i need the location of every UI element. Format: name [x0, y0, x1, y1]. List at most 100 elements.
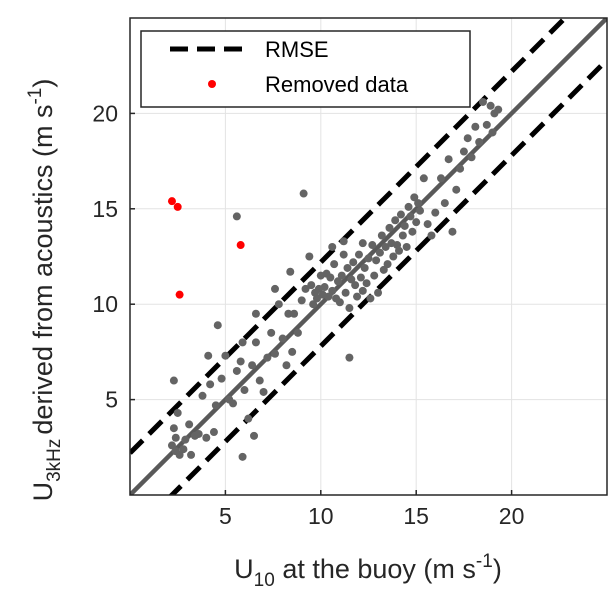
data-point	[271, 349, 280, 358]
data-point	[431, 208, 440, 217]
data-point	[171, 433, 180, 442]
data-point	[251, 338, 260, 347]
data-point	[179, 445, 188, 454]
data-point	[358, 239, 367, 248]
data-point	[356, 273, 365, 282]
data-point	[486, 101, 495, 110]
data-point	[209, 428, 218, 437]
data-point	[293, 328, 302, 337]
data-point	[482, 120, 491, 129]
data-point	[370, 271, 379, 280]
data-point	[335, 298, 344, 307]
data-point	[232, 366, 241, 375]
data-point	[284, 309, 293, 318]
data-point	[213, 321, 222, 330]
x-tick-label: 15	[403, 503, 429, 529]
data-point	[187, 450, 196, 459]
data-point	[181, 435, 190, 444]
data-point	[354, 250, 363, 259]
data-point	[341, 288, 350, 297]
data-point	[339, 237, 348, 246]
data-point	[238, 338, 247, 347]
data-point	[345, 304, 354, 313]
data-point	[456, 164, 465, 173]
data-point	[238, 452, 247, 461]
data-point	[190, 431, 199, 440]
data-point	[351, 281, 360, 290]
data-point	[395, 246, 404, 255]
x-tick-label: 20	[499, 503, 525, 529]
data-point	[494, 105, 503, 114]
removed-data-point	[167, 197, 176, 206]
data-point	[360, 263, 369, 272]
y-tick-label: 15	[92, 196, 118, 222]
data-point	[398, 231, 407, 240]
data-point	[169, 376, 178, 385]
data-point	[286, 267, 295, 276]
data-point	[353, 292, 362, 301]
data-point	[236, 357, 245, 366]
data-point	[255, 376, 264, 385]
data-point	[368, 241, 377, 250]
data-point	[251, 309, 260, 318]
data-point	[404, 202, 413, 211]
data-point	[410, 193, 419, 202]
data-point	[167, 441, 176, 450]
data-point	[169, 424, 178, 433]
y-tick-label: 20	[92, 100, 118, 126]
data-point	[326, 273, 335, 282]
data-point	[467, 153, 476, 162]
data-point	[271, 284, 280, 293]
data-point	[414, 199, 423, 208]
data-point	[198, 391, 207, 400]
data-point	[423, 220, 432, 229]
plot-frame	[129, 17, 608, 496]
data-point	[333, 277, 342, 286]
data-point	[358, 286, 367, 295]
data-point	[366, 294, 375, 303]
data-point	[217, 374, 226, 383]
legend-label-rmse: RMSE	[265, 37, 329, 62]
legend: RMSE Removed data	[140, 30, 471, 108]
data-point	[244, 414, 253, 423]
data-point	[240, 386, 249, 395]
data-point	[288, 347, 297, 356]
data-point	[396, 210, 405, 219]
data-point	[406, 212, 415, 221]
x-tick-label: 5	[219, 503, 232, 529]
data-point	[452, 185, 461, 194]
data-point	[488, 128, 497, 137]
data-point	[175, 450, 184, 459]
rmse-line	[130, 18, 569, 455]
data-point	[377, 231, 386, 240]
data-point	[372, 256, 381, 265]
y-tick-label: 5	[105, 387, 118, 413]
data-point	[305, 252, 314, 261]
data-point	[343, 263, 352, 272]
data-point	[389, 252, 398, 261]
data-point	[444, 155, 453, 164]
data-point	[301, 284, 310, 293]
data-point	[463, 134, 472, 143]
legend-label-removed: Removed data	[265, 72, 409, 97]
data-point	[391, 216, 400, 225]
data-point	[324, 292, 333, 301]
x-tick-label: 10	[308, 503, 334, 529]
data-point	[221, 351, 230, 360]
y-tick-label: 10	[92, 291, 118, 317]
data-point	[278, 334, 287, 343]
data-point	[328, 242, 337, 251]
data-point	[419, 174, 428, 183]
y-axis-label: U3kHzderived from acoustics (m s-1)	[25, 79, 65, 502]
data-point	[475, 138, 484, 147]
data-point	[312, 294, 321, 303]
data-point	[412, 218, 421, 227]
data-point	[345, 353, 354, 362]
data-point	[339, 250, 348, 259]
data-point	[248, 361, 257, 370]
data-point	[202, 433, 211, 442]
data-point	[297, 296, 306, 305]
data-point	[379, 265, 388, 274]
data-point	[349, 258, 358, 267]
